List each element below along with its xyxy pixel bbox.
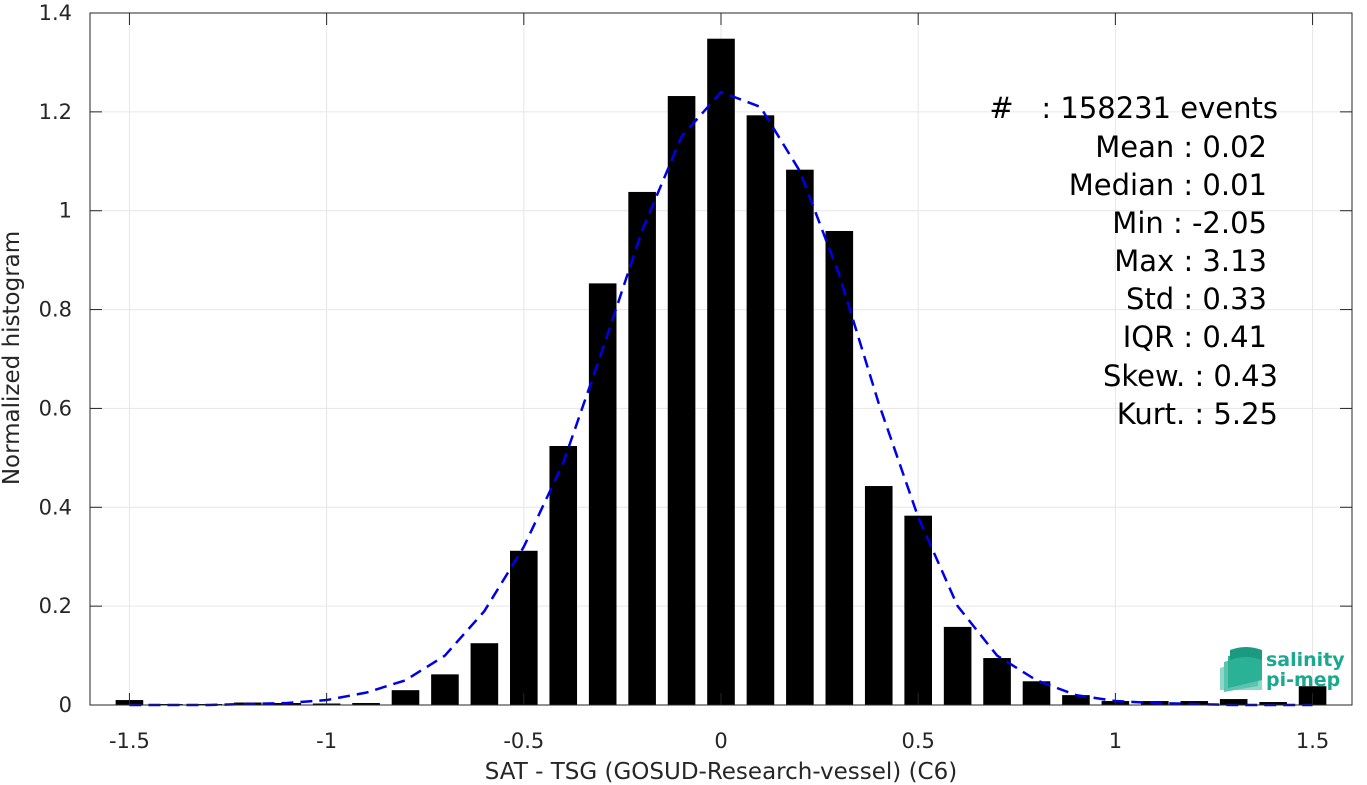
histogram-bar — [904, 515, 932, 705]
x-tick-label: -0.5 — [503, 729, 544, 753]
stats-max: Max : 3.13 — [1114, 244, 1267, 278]
histogram-bar — [470, 643, 499, 705]
stats-box: # : 158231 events Mean : 0.02 Median : 0… — [989, 91, 1278, 431]
histogram-bar — [825, 230, 854, 706]
histogram-bar — [786, 169, 814, 705]
x-tick-label: 1 — [1109, 729, 1122, 753]
x-tick-label: -1 — [316, 729, 337, 753]
x-tick-label: 1.5 — [1296, 729, 1329, 753]
x-tick-label: 0 — [714, 729, 727, 753]
histogram-bar — [1259, 702, 1287, 705]
histogram-bar — [983, 658, 1011, 705]
x-axis-label: SAT - TSG (GOSUD-Research-vessel) (C6) — [485, 759, 957, 785]
stats-min: Min : -2.05 — [1112, 206, 1267, 240]
histogram-bar — [943, 626, 972, 705]
histogram-bar — [864, 486, 893, 705]
y-tick-label: 0.4 — [39, 495, 72, 519]
y-tick-label: 0.8 — [39, 298, 72, 322]
stats-events: # : 158231 events — [989, 91, 1278, 125]
stats-mean: Mean : 0.02 — [1095, 130, 1267, 164]
x-tick-label: -1.5 — [109, 729, 150, 753]
histogram-bar — [667, 96, 696, 706]
y-tick-label: 1 — [59, 199, 72, 223]
histogram-bar — [588, 283, 617, 705]
histogram-bar — [391, 690, 420, 705]
logo-text-salinity: salinity — [1266, 649, 1345, 671]
y-tick-label: 1.2 — [39, 100, 72, 124]
histogram-bar — [352, 703, 380, 705]
x-tick-label: 0.5 — [901, 729, 934, 753]
stats-median: Median : 0.01 — [1069, 168, 1267, 202]
histogram-bar — [549, 445, 578, 705]
y-tick-label: 0 — [59, 693, 72, 717]
histogram-bar — [1062, 695, 1090, 705]
histogram-bar — [510, 550, 538, 705]
axes — [89, 12, 1353, 706]
histogram-bar — [746, 115, 775, 706]
histogram-bars — [115, 38, 1327, 706]
histogram-bar — [628, 191, 656, 706]
y-axis-label: Normalized histogram — [0, 231, 25, 485]
logo-text-pi-mep: pi-mep — [1266, 669, 1340, 691]
stats-kurtosis: Kurt. : 5.25 — [1117, 397, 1278, 431]
histogram-bar — [1022, 681, 1051, 705]
histogram-bar — [1219, 699, 1248, 705]
stats-iqr: IQR : 0.41 — [1123, 320, 1267, 354]
y-tick-label: 1.4 — [39, 1, 72, 25]
salinity-pi-mep-logo: salinity pi-mep — [1220, 647, 1345, 692]
histogram-bar — [707, 38, 735, 705]
histogram-bar — [431, 674, 459, 705]
x-tick-labels: -1.5 -1 -0.5 0 0.5 1 1.5 — [109, 729, 1329, 753]
y-tick-label: 0.2 — [39, 594, 72, 618]
stats-skewness: Skew. : 0.43 — [1103, 359, 1278, 393]
waves-logo-icon — [1220, 647, 1262, 692]
stats-std: Std : 0.33 — [1126, 282, 1267, 316]
y-tick-label: 0.6 — [39, 396, 72, 420]
y-tick-labels: 0 0.2 0.4 0.6 0.8 1 1.2 1.4 — [39, 1, 72, 717]
